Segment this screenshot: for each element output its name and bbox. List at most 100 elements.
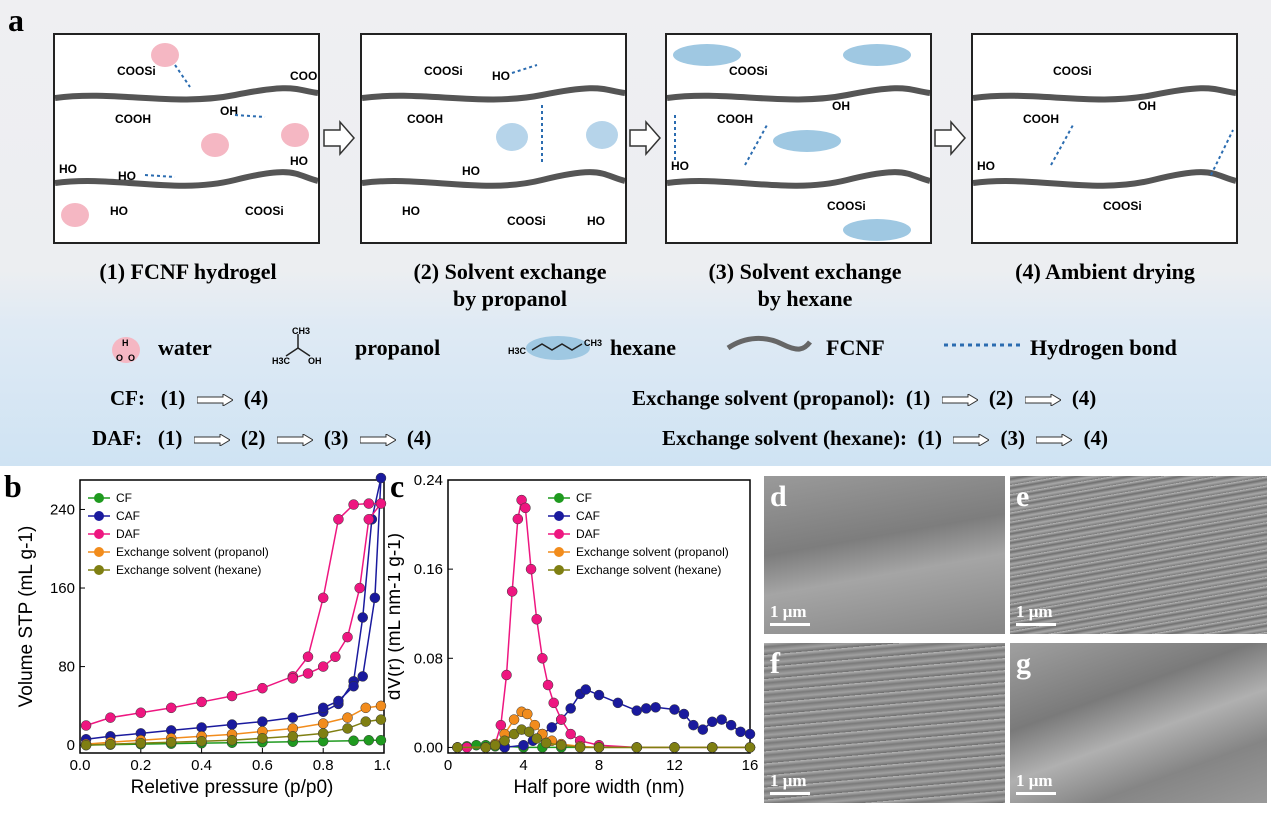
data-point: [593, 689, 605, 701]
schematic-panel-a: a COOH COOSi COO HO COOSi OH HO HO HO: [0, 0, 1271, 466]
svg-text:OH: OH: [308, 356, 322, 366]
stage-title-2: (2) Solvent exchange by propanol: [413, 259, 607, 311]
legend-marker: [94, 565, 104, 575]
data-point: [669, 704, 680, 715]
panel-label-c: c: [390, 468, 405, 504]
stage-box-2: COOH COOSi COOSi HO HO HO HO: [360, 33, 627, 244]
data-point: [342, 723, 353, 734]
svg-text:HO: HO: [587, 214, 605, 228]
data-point: [105, 712, 116, 723]
legend-label: Exchange solvent (propanol): [116, 545, 269, 559]
data-point: [508, 714, 520, 725]
data-point: [348, 735, 359, 746]
data-point: [196, 722, 207, 733]
data-point: [287, 712, 299, 723]
svg-text:COO: COO: [290, 69, 317, 83]
svg-text:HO: HO: [977, 159, 995, 173]
legend-water: water: [158, 335, 212, 360]
svg-text:H3C: H3C: [508, 346, 527, 356]
data-point: [333, 514, 344, 525]
data-point: [574, 742, 586, 753]
data-point: [363, 498, 375, 509]
hexane-icon: H3C CH3: [508, 336, 602, 360]
data-point: [330, 651, 341, 663]
sequence-cf: CF: (1) (4): [110, 386, 269, 410]
legend-label: CAF: [116, 509, 140, 523]
data-point: [363, 734, 375, 746]
y-tick-label: 0.08: [414, 650, 443, 667]
sem-image-g: g 1 μm: [1010, 643, 1267, 803]
data-point: [80, 739, 92, 751]
data-point: [354, 582, 365, 594]
sequence-hexane: Exchange solvent (hexane): (1) (3) (4): [662, 426, 1108, 450]
data-point: [640, 703, 652, 714]
data-point: [257, 682, 268, 694]
sem-image-e: e 1 μm: [1010, 476, 1267, 634]
legend-marker: [94, 511, 104, 521]
data-point: [363, 514, 375, 525]
data-point: [135, 737, 147, 749]
svg-text:COOSi: COOSi: [117, 64, 156, 78]
x-tick-label: 8: [595, 757, 603, 774]
data-point: [580, 684, 592, 695]
legend-label: CF: [116, 491, 132, 505]
stage-box-1: COOH COOSi COO HO COOSi OH HO HO HO: [53, 33, 320, 244]
data-point: [520, 502, 531, 514]
arrow-icon: [953, 434, 990, 447]
data-point: [342, 631, 353, 643]
data-point: [226, 690, 238, 702]
legend-label: DAF: [576, 527, 600, 541]
svg-text:HO: HO: [402, 204, 420, 218]
data-point: [165, 702, 177, 714]
water-icon: H O O: [112, 337, 140, 363]
data-point: [542, 679, 554, 691]
data-point: [716, 714, 727, 725]
data-point: [707, 742, 718, 753]
data-point: [523, 726, 535, 738]
data-point: [631, 742, 642, 753]
legend-marker: [94, 547, 104, 557]
data-point: [375, 734, 387, 746]
stage-title-4: (4) Ambient drying: [1015, 259, 1195, 284]
svg-text:CH3: CH3: [584, 338, 602, 348]
svg-text:COOSi: COOSi: [729, 64, 768, 78]
x-tick-label: 0.2: [130, 757, 151, 774]
stage-title-3: (3) Solvent exchange by hexane: [708, 259, 902, 311]
data-point: [612, 697, 624, 709]
legend-marker: [554, 529, 564, 539]
svg-text:OH: OH: [1138, 99, 1156, 113]
x-tick-label: 0.0: [70, 757, 91, 774]
svg-text:OH: OH: [220, 104, 238, 118]
data-point: [317, 661, 329, 672]
scale-bar: 1 μm: [770, 771, 810, 795]
stage-4-diagram: COOH COOSi COOSi HO OH: [972, 64, 1237, 213]
x-tick-label: 4: [519, 757, 527, 774]
propanol-icon: CH3 H3C OH: [272, 326, 322, 366]
fcnf-icon: [726, 336, 812, 352]
data-point: [744, 742, 756, 753]
data-point: [506, 586, 518, 597]
legend-label: CAF: [576, 509, 600, 523]
chart-b-isotherm: 0.0 0.2 0.4 0.6 0.8 1.0 0 80 160 240 Reletive pres…: [16, 472, 390, 798]
data-point: [489, 739, 501, 751]
svg-text:H3C: H3C: [272, 356, 291, 366]
data-point: [495, 719, 507, 731]
data-point: [540, 737, 552, 749]
svg-text:COOH: COOH: [115, 112, 151, 126]
svg-text:COOSi: COOSi: [827, 199, 866, 213]
legend-marker: [554, 547, 564, 557]
x-tick-label: 0.4: [191, 757, 212, 774]
stage-box-3: COOH COOSi COOSi HO OH: [665, 33, 932, 244]
data-point: [565, 728, 576, 740]
data-point: [565, 703, 576, 714]
y-tick-label: 240: [50, 501, 75, 518]
data-point: [357, 671, 368, 682]
svg-text:HO: HO: [671, 159, 689, 173]
scale-bar: 1 μm: [1016, 602, 1056, 626]
data-point: [688, 719, 699, 731]
y-tick-label: 80: [58, 659, 75, 676]
legend-label: CF: [576, 491, 592, 505]
data-point: [501, 669, 512, 681]
data-point: [697, 724, 709, 735]
svg-text:O: O: [116, 353, 123, 363]
